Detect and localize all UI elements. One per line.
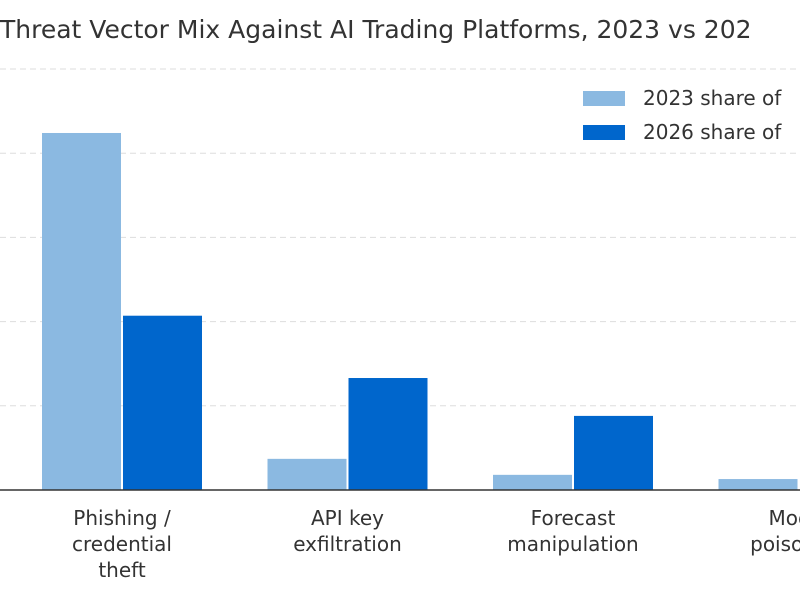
legend-swatch xyxy=(583,91,625,106)
bar xyxy=(267,458,347,490)
bar xyxy=(348,378,428,490)
legend-swatch xyxy=(583,125,625,140)
x-tick-label: Forecast manipulation xyxy=(507,506,638,556)
x-tick-label: Modelpoisoning xyxy=(750,506,800,556)
legend-label: 2026 share of xyxy=(643,120,782,144)
legend-label: 2023 share of xyxy=(643,86,782,110)
bar xyxy=(718,479,798,490)
bar xyxy=(493,474,572,490)
x-tick-label: Phishing / credential theft xyxy=(72,506,172,582)
chart-title: Threat Vector Mix Against AI Trading Pla… xyxy=(0,15,752,44)
bar xyxy=(574,415,653,490)
bar xyxy=(42,132,121,490)
bar xyxy=(123,315,202,490)
x-tick-label: API key exfiltration xyxy=(293,506,402,556)
